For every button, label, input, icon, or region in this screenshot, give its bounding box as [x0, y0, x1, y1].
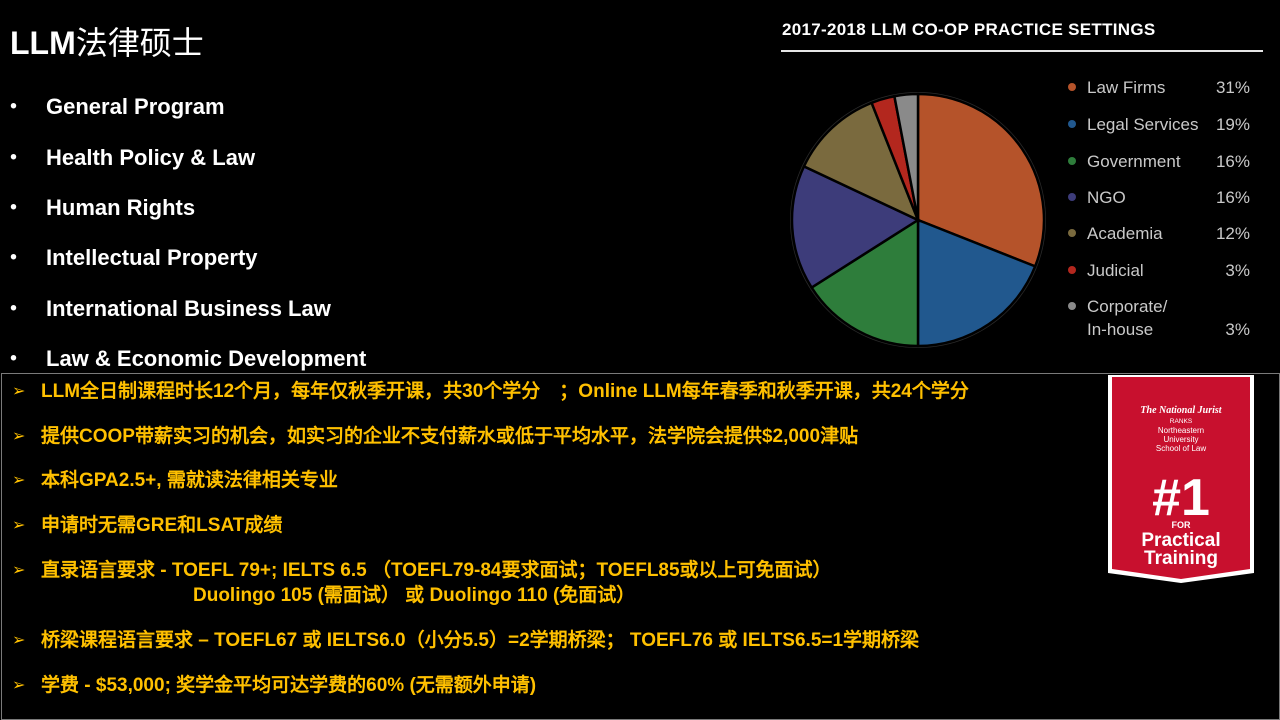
bullet-icon: • — [10, 146, 18, 169]
pie-slice-ngo — [790, 164, 921, 290]
detail-text: 本科GPA2.5+, 需就读法律相关专业 — [41, 470, 338, 491]
legend-swatch-icon — [1068, 302, 1076, 310]
program-label: Law & Economic Development — [46, 346, 367, 372]
badge-ranks: RANKS — [1170, 418, 1193, 425]
program-label: Health Policy & Law — [46, 144, 256, 170]
legend-label: Corporate/In-house — [1087, 297, 1168, 339]
program-item: • Health Policy & Law — [10, 132, 366, 182]
program-item: • Human Rights — [10, 183, 366, 233]
detail-text: LLM全日制课程时长12个月，每年仅秋季开课，共30个学分 ；Online LL… — [41, 381, 969, 402]
slide-title-chinese: 法律硕士 — [75, 25, 204, 61]
pie-slice-legal-services — [916, 218, 1037, 348]
arrow-bullet-icon: ➢ — [12, 677, 26, 694]
legend-swatch-icon — [1068, 120, 1076, 128]
arrow-bullet-icon: ➢ — [12, 472, 26, 489]
badge-school-line3: School of Law — [1156, 444, 1206, 453]
chart-title: 2017-2018 LLM CO-OP PRACTICE SETTINGS — [782, 20, 1156, 39]
bullet-icon: • — [10, 95, 18, 118]
legend-value: 16% — [1215, 188, 1250, 207]
program-label: General Program — [46, 94, 225, 120]
detail-text: 直录语言要求 - TOEFL 79+; IELTS 6.5 （TOEFL79-8… — [41, 560, 832, 581]
badge-shield — [1112, 377, 1250, 579]
legend-label: Legal Services — [1087, 115, 1199, 134]
legend-value: 19% — [1215, 115, 1250, 134]
chart-title-rule — [781, 50, 1263, 52]
arrow-bullet-icon: ➢ — [12, 383, 26, 400]
badge-rank: #1 — [1152, 469, 1210, 527]
badge-publisher: The National Jurist — [1140, 405, 1222, 416]
arrow-bullet-icon: ➢ — [12, 517, 26, 534]
slide-title: LLM法律硕士 — [10, 24, 204, 62]
legend-value: 16% — [1215, 152, 1250, 171]
legend-label: NGO — [1087, 188, 1126, 207]
badge-for: FOR — [1172, 520, 1191, 530]
badge-school-line2: University — [1163, 435, 1198, 444]
detail-subtext: Duolingo 105 (需面试） 或 Duolingo 110 (免面试） — [193, 585, 636, 606]
detail-text: 桥梁课程语言要求 – TOEFL67 或 IELTS6.0（小分5.5）=2学期… — [41, 630, 920, 651]
bullet-icon: • — [10, 246, 18, 269]
program-item: • Intellectual Property — [10, 233, 366, 283]
program-item: • International Business Law — [10, 284, 366, 334]
legend-swatch-icon — [1068, 157, 1076, 165]
pie-slice-corporate-in-house — [892, 92, 920, 221]
arrow-bullet-icon: ➢ — [12, 428, 26, 445]
practice-settings-pie-chart — [790, 92, 1046, 348]
detail-text: 申请时无需GRE和LSAT成绩 — [41, 515, 283, 536]
program-list: • General Program • Health Policy & Law • H… — [10, 82, 366, 384]
bullet-icon: • — [10, 196, 18, 219]
badge-practical: Practical — [1141, 530, 1220, 551]
badge-training: Training — [1144, 548, 1218, 569]
legend-swatch-icon — [1068, 83, 1076, 91]
pie-slice-government — [809, 217, 920, 348]
ranking-badge: The National Jurist RANKS Northeastern U… — [1108, 375, 1254, 583]
legend-label: Academia — [1087, 224, 1163, 243]
legend-value: 31% — [1215, 78, 1250, 97]
badge-school-line1: Northeastern — [1158, 426, 1204, 435]
legend-swatch-icon — [1068, 229, 1076, 237]
legend-value: 12% — [1215, 224, 1250, 243]
arrow-bullet-icon: ➢ — [12, 562, 26, 579]
bullet-icon: • — [10, 297, 18, 320]
program-details-panel: ➢ LLM全日制课程时长12个月，每年仅秋季开课，共30个学分 ；Online L… — [1, 373, 1280, 720]
legend-swatch-icon — [1068, 193, 1076, 201]
legend-label: Judicial — [1087, 261, 1144, 280]
legend-swatch-icon — [1068, 266, 1076, 274]
slide-title-latin: LLM — [10, 25, 76, 61]
pie-slice-academia — [802, 101, 921, 223]
arrow-bullet-icon: ➢ — [12, 632, 26, 649]
program-label: Human Rights — [46, 194, 196, 220]
detail-text: 学费 - $53,000; 奖学金平均可达学费的60% (无需额外申请) — [41, 675, 537, 696]
program-item: • General Program — [10, 82, 366, 132]
pie-slice-law-firms — [916, 92, 1046, 269]
legend-label: Government — [1087, 152, 1181, 171]
legend-value: 3% — [1225, 320, 1250, 339]
program-item: • Law & Economic Development — [10, 334, 366, 384]
legend-value: 3% — [1225, 261, 1250, 280]
program-label: International Business Law — [46, 295, 331, 321]
program-label: Intellectual Property — [46, 245, 258, 271]
detail-text: 提供COOP带薪实习的机会，如实习的企业不支付薪水或低于平均水平，法学院会提供$… — [41, 426, 859, 447]
legend-label: Law Firms — [1087, 78, 1166, 97]
bullet-icon: • — [10, 347, 18, 370]
